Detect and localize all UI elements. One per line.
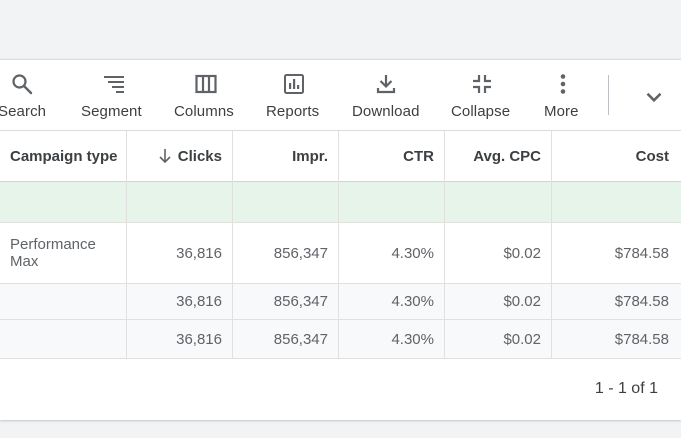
column-header-campaign-type[interactable]: Campaign type (10, 147, 118, 165)
reports-button[interactable]: Reports (262, 60, 328, 130)
reports-icon (284, 74, 304, 94)
download-label: Download (352, 103, 420, 120)
segment-icon (104, 76, 124, 93)
cell-ctr: 4.30% (391, 293, 434, 310)
cell-ctr: 4.30% (391, 330, 434, 348)
cell-campaign-type: Performance Max (10, 236, 96, 270)
table-toolbar: Search Segment Columns (0, 60, 681, 131)
cell-clicks: 36,816 (176, 244, 222, 262)
sort-descending-icon (159, 149, 171, 164)
row-divider (0, 222, 681, 223)
download-icon (376, 75, 396, 94)
download-button[interactable]: Download (348, 60, 426, 130)
column-header-impr[interactable]: Impr. (292, 147, 328, 165)
reports-label: Reports (266, 103, 320, 120)
row-divider (0, 358, 681, 359)
row-divider (0, 319, 681, 320)
chevron-down-icon[interactable] (641, 84, 667, 110)
column-header-ctr[interactable]: CTR (403, 147, 434, 165)
cell-impr: 856,347 (273, 293, 328, 310)
column-header-avg-cpc[interactable]: Avg. CPC (473, 147, 541, 165)
segment-button[interactable]: Segment (78, 60, 150, 130)
column-divider (126, 131, 127, 359)
columns-label: Columns (174, 103, 234, 120)
column-header-clicks[interactable]: Clicks (126, 131, 222, 181)
more-button[interactable]: More (540, 60, 586, 130)
cell-cost: $784.58 (614, 293, 669, 310)
cell-clicks: 36,816 (176, 293, 222, 310)
row-divider (0, 283, 681, 284)
cell-impr: 856,347 (273, 244, 328, 262)
toolbar-divider (608, 75, 609, 115)
search-button[interactable]: Search (0, 60, 50, 130)
segment-label: Segment (81, 103, 142, 120)
more-label: More (544, 103, 579, 120)
collapse-icon (473, 75, 491, 93)
campaign-table-card: Search Segment Columns (0, 59, 681, 420)
cell-clicks: 36,816 (176, 330, 222, 348)
cell-avg-cpc: $0.02 (503, 330, 541, 348)
column-header-cost[interactable]: Cost (635, 147, 669, 165)
cell-cost: $784.58 (614, 244, 669, 262)
header-divider (0, 181, 681, 182)
cell-avg-cpc: $0.02 (503, 293, 541, 310)
summary-row-1 (0, 284, 681, 320)
column-divider (338, 131, 339, 359)
column-divider (551, 131, 552, 359)
pagination-range: 1 - 1 of 1 (594, 380, 658, 397)
more-vert-icon (560, 74, 566, 94)
column-divider (444, 131, 445, 359)
cell-cost: $784.58 (614, 330, 669, 348)
cell-avg-cpc: $0.02 (503, 244, 541, 262)
columns-icon (195, 74, 217, 94)
search-icon (12, 74, 33, 95)
collapse-label: Collapse (451, 103, 511, 120)
collapse-button[interactable]: Collapse (448, 60, 518, 130)
search-label: Search (0, 103, 47, 120)
columns-button[interactable]: Columns (170, 60, 242, 130)
cell-impr: 856,347 (273, 330, 328, 348)
cell-ctr: 4.30% (391, 244, 434, 262)
column-divider (232, 131, 233, 359)
totals-row (0, 182, 681, 222)
summary-row-2 (0, 320, 681, 358)
